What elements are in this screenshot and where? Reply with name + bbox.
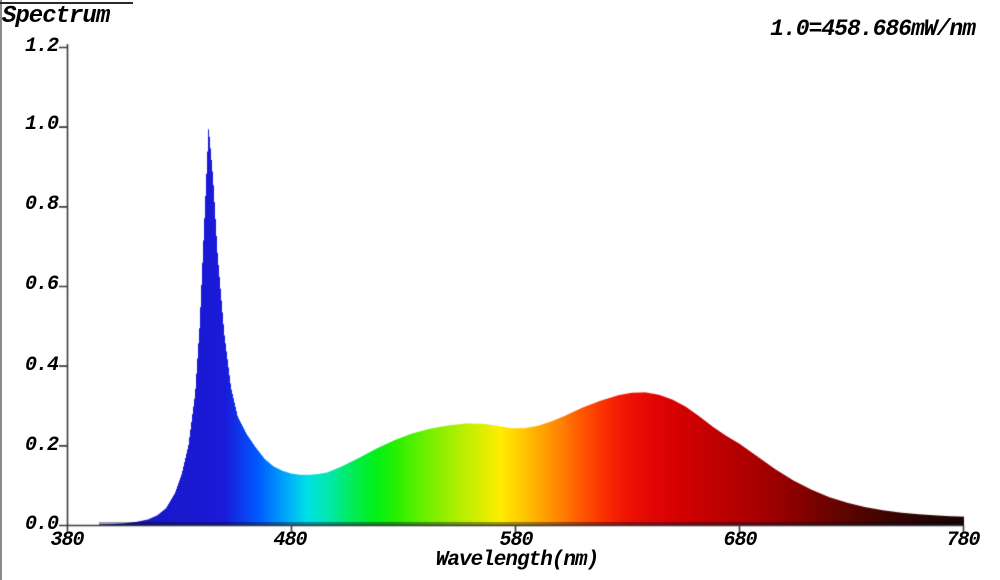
y-tick-label-0.0: 0.0 [24,513,59,536]
x-tick-label-680: 680 [723,529,757,552]
x-tick-label-380: 380 [50,529,84,552]
x-tick-label-580: 580 [499,529,533,552]
x-tick-label-480: 480 [273,529,307,552]
y-tick-label-1.2: 1.2 [24,35,59,58]
y-tick-label-0.4: 0.4 [24,354,59,377]
chart-title: Spectrum [2,3,110,30]
x-tick-label-780: 780 [946,529,980,552]
y-tick-label-0.2: 0.2 [24,434,59,457]
scale-annotation: 1.0=458.686mW/nm [770,16,976,42]
y-tick-label-0.8: 0.8 [24,193,59,216]
y-tick-label-1.0: 1.0 [24,113,59,136]
y-tick-label-0.6: 0.6 [24,273,59,296]
panel-border-left [0,0,2,580]
x-axis-title: Wavelength(nm) [435,549,599,572]
panel-border-top [0,2,133,4]
